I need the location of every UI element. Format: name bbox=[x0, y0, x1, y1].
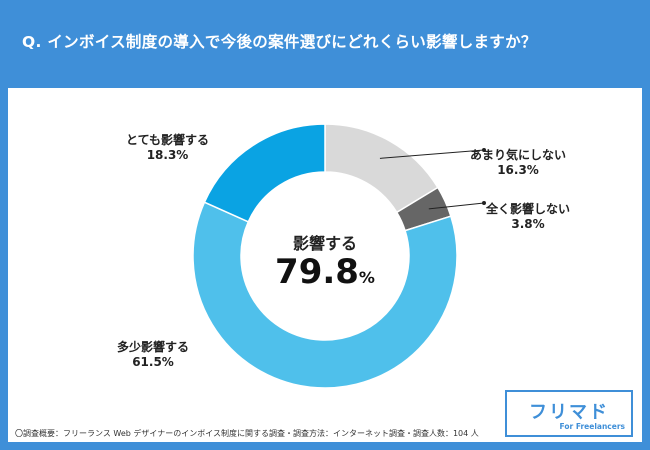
slice-value-tashou: 61.5% bbox=[132, 355, 174, 369]
logo-subtitle: For Freelancers bbox=[559, 422, 625, 431]
center-value: 79.8% bbox=[245, 252, 405, 292]
header-banner: Q. インボイス制度の導入で今後の案件選びにどれくらい影響しますか？ bbox=[0, 0, 650, 88]
center-label: 影響する bbox=[292, 234, 357, 253]
logo-text: フリマド bbox=[529, 402, 609, 423]
slice-name-totemo: とても影響する bbox=[126, 133, 210, 147]
label-amari: あまり気にしない 16.3% bbox=[470, 148, 566, 178]
slice-name-amari: あまり気にしない bbox=[470, 148, 567, 162]
slice-name-mattaku: 全く影響しない bbox=[486, 202, 571, 216]
leader-dot-1 bbox=[482, 201, 486, 205]
center-number: 79.8 bbox=[275, 252, 359, 292]
leader-line-1 bbox=[428, 202, 485, 210]
slice-value-totemo: 18.3% bbox=[146, 148, 189, 162]
brand-logo: フリマド For Freelancers bbox=[505, 390, 633, 437]
label-mattaku: 全く影響しない 3.8% bbox=[486, 202, 570, 232]
chart-title: Q. インボイス制度の導入で今後の案件選びにどれくらい影響しますか？ bbox=[22, 33, 537, 51]
leader-dot-0 bbox=[482, 148, 486, 152]
label-tashou: 多少影響する 61.5% bbox=[117, 340, 189, 370]
slice-value-mattaku: 3.8% bbox=[511, 217, 545, 231]
survey-footnote: 〇調査概要：フリーランス Web デザイナーのインボイス制度に関する調査・調査方… bbox=[15, 429, 479, 438]
slice-value-amari: 16.3% bbox=[497, 163, 539, 177]
leader-line-0 bbox=[379, 149, 485, 159]
slice-2 bbox=[192, 201, 458, 389]
slice-name-tashou: 多少影響する bbox=[117, 340, 190, 354]
label-totemo: とても影響する 18.3% bbox=[126, 133, 209, 163]
center-unit: % bbox=[358, 268, 375, 287]
slice-3 bbox=[203, 123, 326, 223]
